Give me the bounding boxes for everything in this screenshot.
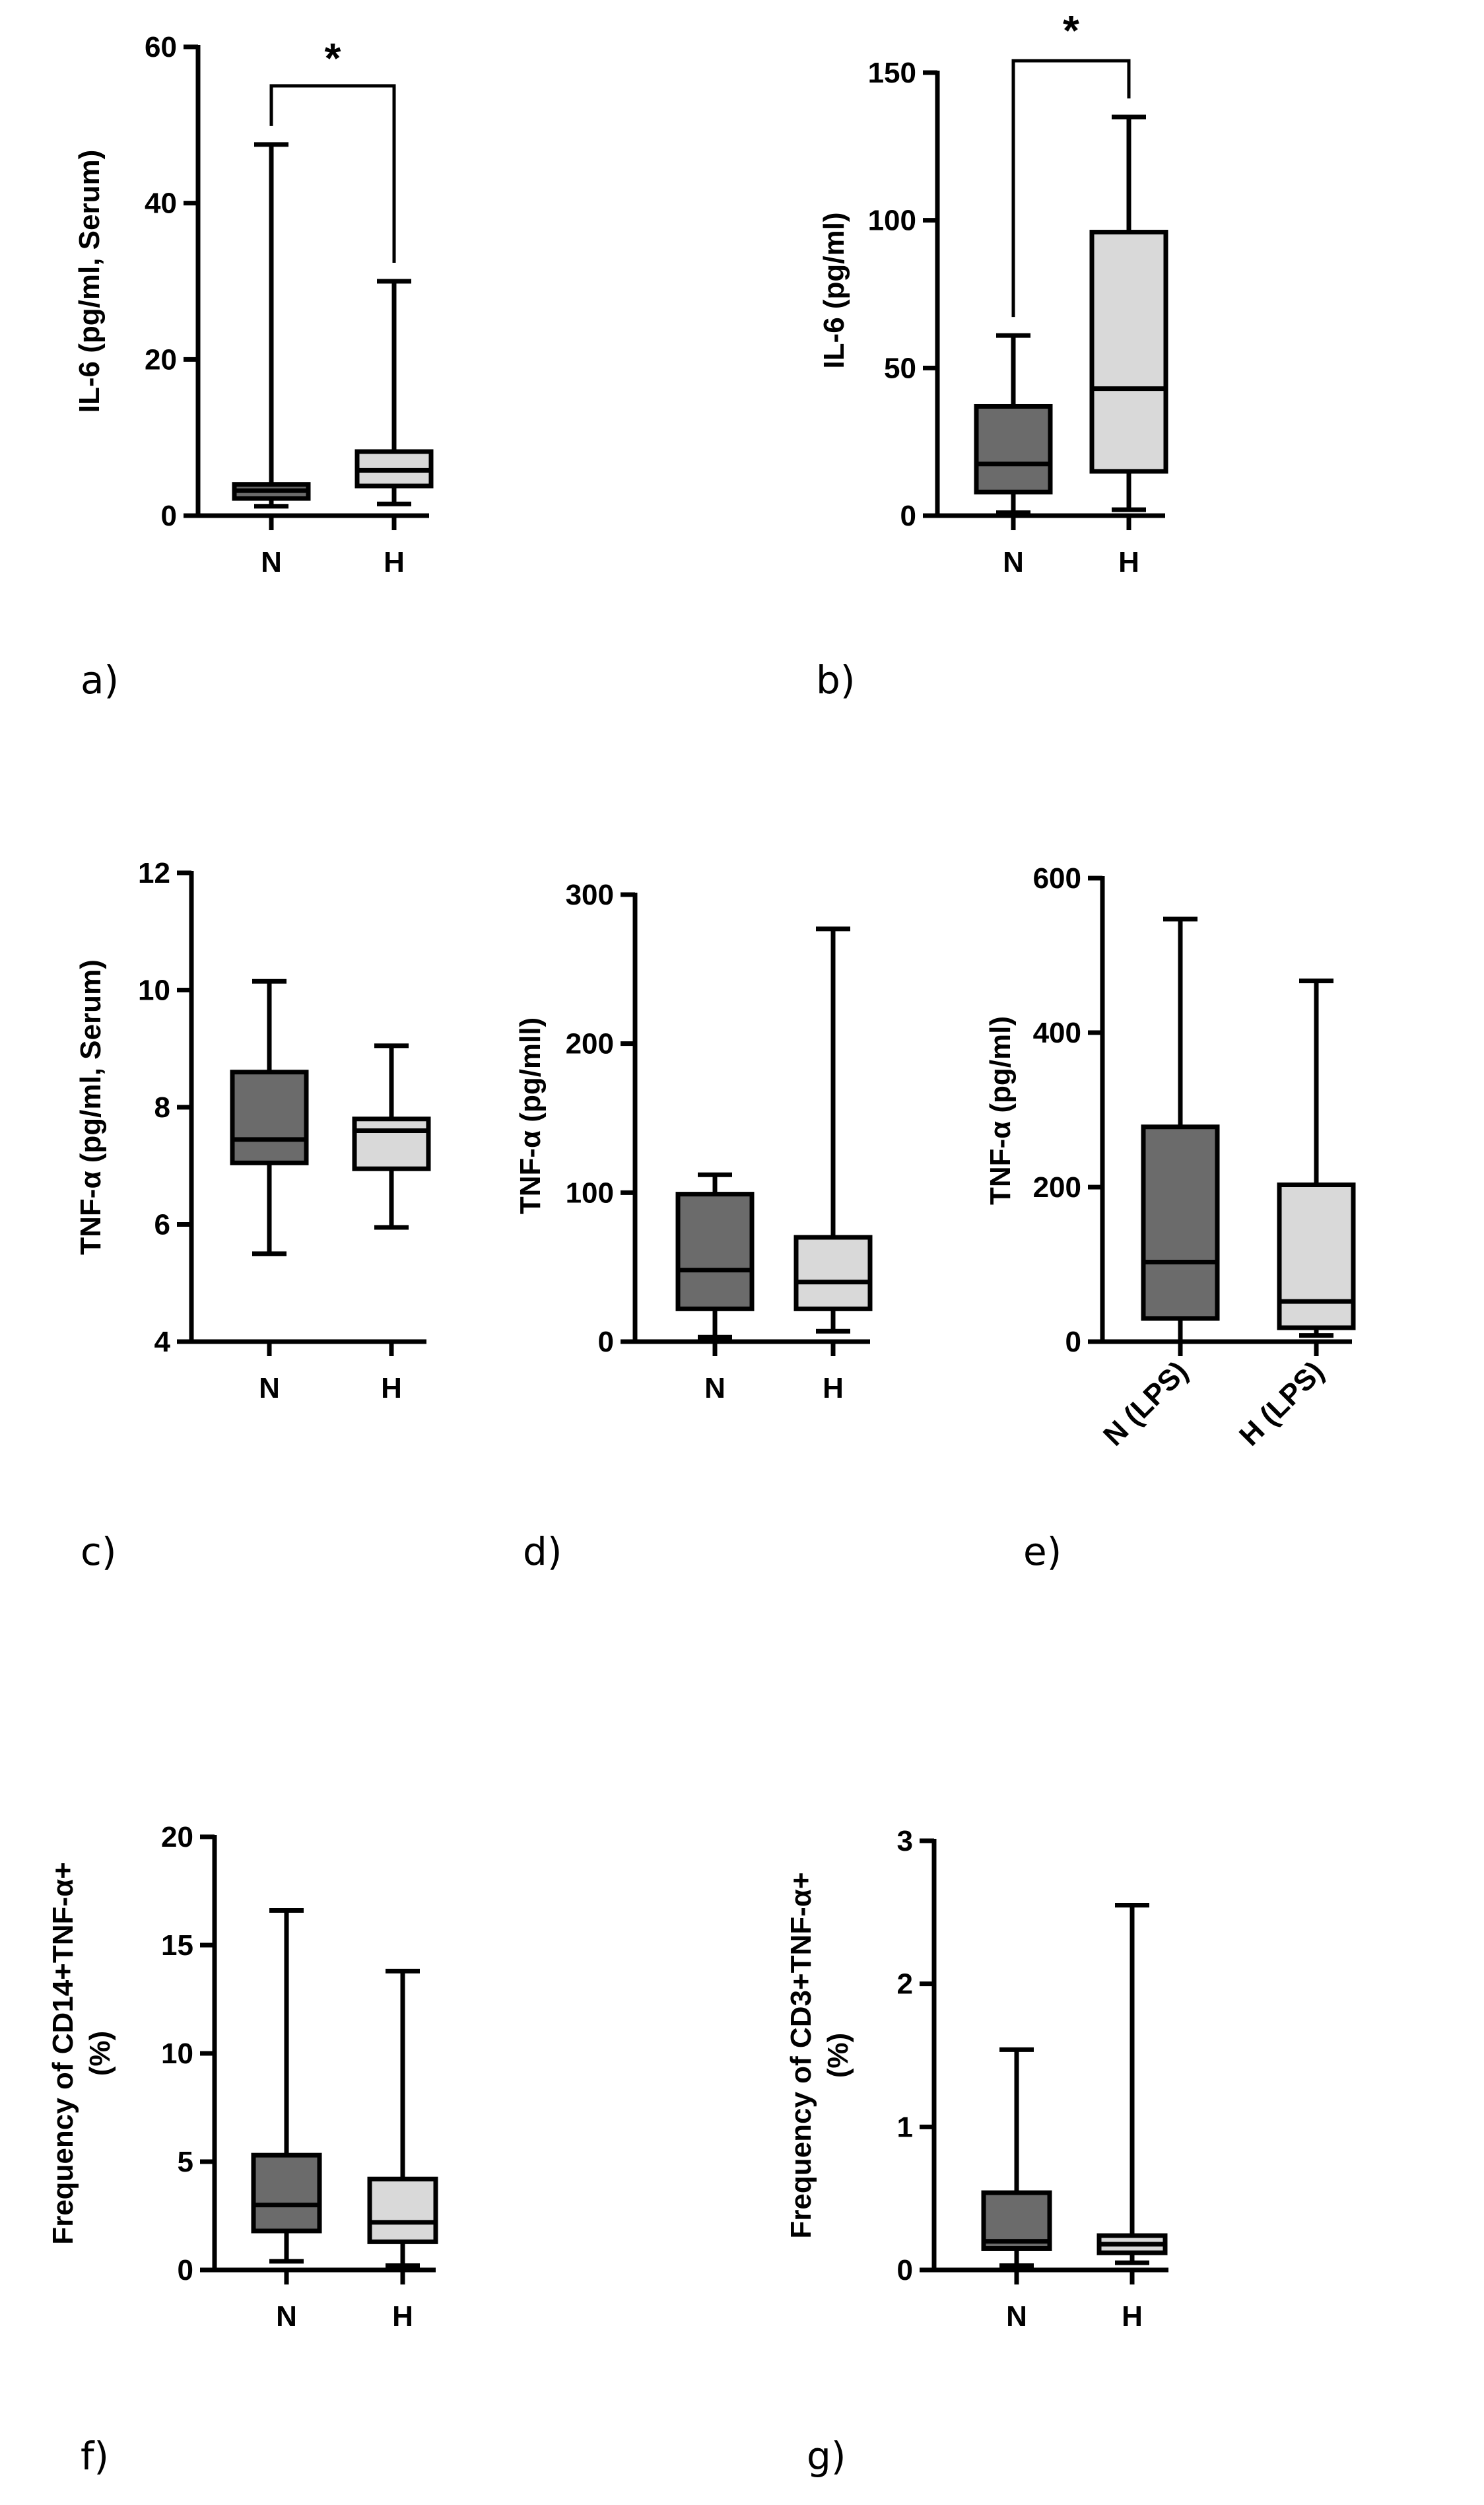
box-n [251, 2152, 322, 2234]
y-tick-label: 15 [161, 1929, 193, 1962]
x-category-label: N [704, 1372, 725, 1404]
y-axis-label: TNF-α (pg/ml) [984, 1016, 1017, 1205]
x-category-label: N [259, 1372, 280, 1404]
y-tick-label: 0 [897, 2254, 913, 2286]
box-n [230, 1070, 309, 1165]
y-tick-label: 400 [1033, 1017, 1081, 1049]
panel-g: 0 1 2 3 N H Frequency of CD3+TNF-α+ (%) g) [785, 1825, 1168, 2479]
y-axis-label: IL-6 (pg/ml, Serum) [73, 150, 106, 413]
y-tick-label: 5 [178, 2146, 193, 2178]
y-tick-label: 300 [566, 879, 614, 911]
y-tick-label: 0 [1065, 1326, 1081, 1358]
x-category-label: N (LPS) [1097, 1355, 1194, 1452]
y-axis-label-unit: (%) [84, 2031, 116, 2076]
y-tick-label: 50 [884, 352, 916, 384]
y-axis-label: TNF-α (pg/ml, Serum) [75, 959, 107, 1254]
significance-star: * [325, 34, 341, 82]
y-axis-label: Frequency of CD3+TNF-α+ [785, 1872, 817, 2238]
x-category-label: H [823, 1372, 844, 1404]
y-tick-label: 20 [145, 343, 177, 376]
x-category-label: N [261, 546, 282, 578]
x-category-label: N [276, 2300, 297, 2333]
panel-a: 0 20 40 60 N H * IL-6 (pg/ml, Serum) a) [73, 31, 434, 703]
panel-label: d) [523, 1529, 562, 1574]
y-tick-label: 10 [138, 975, 170, 1007]
box-h [352, 1116, 431, 1171]
panel-label: a) [81, 658, 119, 703]
box-h [793, 1235, 873, 1311]
panel-label: g) [807, 2434, 846, 2479]
y-axis-label-unit: (%) [822, 2033, 854, 2078]
y-tick-label: 20 [161, 1821, 193, 1853]
panel-label: f) [81, 2434, 109, 2479]
x-category-label: N [1003, 546, 1024, 578]
y-tick-label: 2 [897, 1968, 913, 2001]
significance-star: * [1063, 7, 1079, 54]
significance-bracket [269, 84, 396, 263]
y-tick-label: 0 [161, 500, 177, 532]
box-nlps [1141, 1124, 1220, 1321]
y-tick-label: 150 [868, 57, 916, 89]
panel-d: 0 100 200 300 N H TNF-α (pg/mll) d) [514, 879, 873, 1574]
panel-label: c) [81, 1529, 117, 1574]
x-category-label: H [1122, 2300, 1143, 2333]
box-hlps [1277, 1182, 1356, 1330]
y-tick-label: 200 [566, 1028, 614, 1060]
y-tick-label: 8 [154, 1091, 170, 1124]
panel-e: 0 200 400 600 N (LPS) H (LPS) TNF-α (pg/ml) e) [984, 862, 1356, 1574]
panel-b: 0 50 100 150 N H * IL-6 (pg/ml) b) [816, 7, 1168, 703]
x-category-label: H [381, 1372, 402, 1404]
box-n [675, 1192, 755, 1311]
y-axis-label: Frequency of CD14+TNF-α+ [47, 1862, 79, 2245]
y-tick-label: 0 [900, 500, 916, 532]
y-tick-label: 3 [897, 1825, 913, 1857]
y-tick-label: 0 [598, 1326, 614, 1358]
x-category-label: H [1118, 546, 1139, 578]
y-tick-label: 40 [145, 188, 177, 220]
panel-label: e) [1023, 1529, 1062, 1574]
y-tick-label: 6 [154, 1209, 170, 1241]
box-h [1089, 230, 1168, 474]
significance-bracket [1011, 59, 1131, 318]
y-tick-label: 600 [1033, 862, 1081, 895]
y-tick-label: 10 [161, 2038, 193, 2070]
y-axis-label: IL-6 (pg/ml) [818, 212, 850, 368]
y-tick-label: 0 [178, 2254, 193, 2286]
y-axis-label: TNF-α (pg/mll) [514, 1017, 547, 1214]
box-n [974, 403, 1053, 495]
y-tick-label: 100 [566, 1177, 614, 1209]
y-tick-label: 100 [868, 205, 916, 237]
panel-f: 0 5 10 15 20 N H Frequency of CD14+TNF-α+ (%) f) [47, 1821, 438, 2479]
y-tick-label: 1 [897, 2111, 913, 2143]
panel-c: 4 6 8 10 12 N H TNF-α (pg/ml, Serum) c) [75, 857, 431, 1574]
y-tick-label: 200 [1033, 1171, 1081, 1204]
x-category-label: N [1006, 2300, 1027, 2333]
y-tick-label: 60 [145, 31, 177, 63]
panel-label: b) [816, 658, 855, 703]
y-tick-label: 4 [154, 1326, 171, 1358]
box-h [367, 2176, 438, 2244]
x-category-label: H [384, 546, 405, 578]
x-category-label: H [392, 2300, 413, 2333]
y-tick-label: 12 [138, 857, 170, 889]
x-category-label: H (LPS) [1233, 1355, 1330, 1452]
